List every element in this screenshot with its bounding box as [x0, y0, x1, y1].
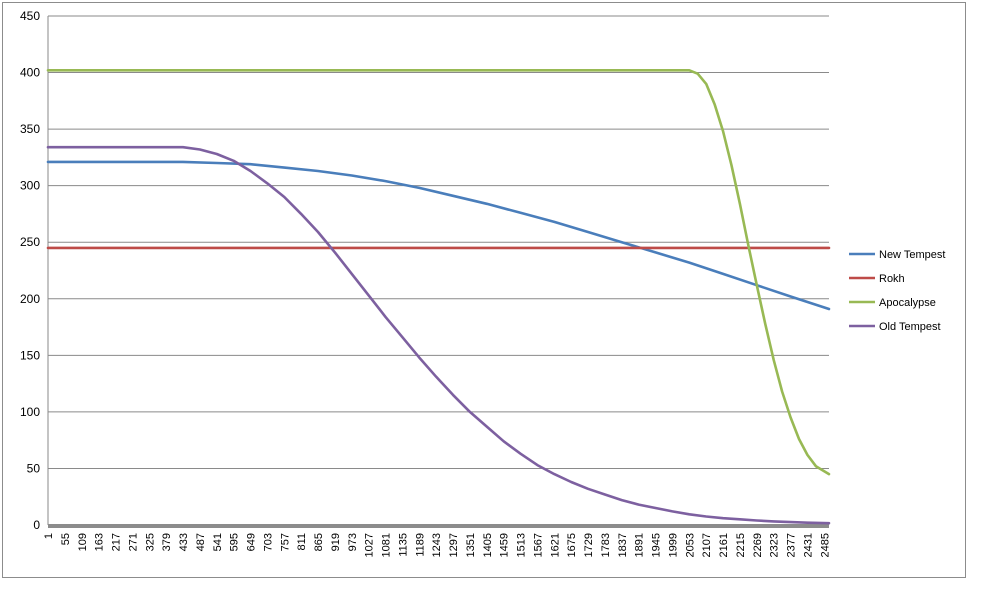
- x-tick-label-217: 217: [111, 533, 123, 551]
- y-tick-label-450: 450: [20, 9, 40, 23]
- x-tick-label-487: 487: [195, 533, 207, 551]
- x-tick-label-1675: 1675: [566, 533, 578, 557]
- x-tick-label-1297: 1297: [448, 533, 460, 557]
- y-tick-label-350: 350: [20, 122, 40, 136]
- y-tick-label-150: 150: [20, 348, 40, 362]
- x-tick-label-1945: 1945: [651, 533, 663, 557]
- y-tick-label-200: 200: [20, 292, 40, 306]
- x-tick-label-163: 163: [94, 533, 106, 551]
- x-tick-label-703: 703: [262, 533, 274, 551]
- x-tick-label-2485: 2485: [819, 533, 831, 557]
- series-line-apocalypse: [46, 69, 831, 476]
- x-axis-band: [48, 524, 829, 528]
- x-tick-label-2215: 2215: [735, 533, 747, 557]
- x-tick-label-2431: 2431: [802, 533, 814, 557]
- x-tick-label-2053: 2053: [684, 533, 696, 557]
- x-tick-label-1999: 1999: [667, 533, 679, 557]
- x-tick-label-595: 595: [229, 533, 241, 551]
- x-tick-label-1351: 1351: [465, 533, 477, 557]
- x-tick-label-2269: 2269: [752, 533, 764, 557]
- x-tick-label-1621: 1621: [549, 533, 561, 557]
- x-tick-label-811: 811: [296, 533, 308, 551]
- x-tick-label-433: 433: [178, 533, 190, 551]
- y-tick-label-50: 50: [27, 461, 41, 475]
- x-tick-label-541: 541: [212, 533, 224, 551]
- x-tick-label-1459: 1459: [499, 533, 511, 557]
- x-tick-label-1081: 1081: [381, 533, 393, 557]
- x-tick-label-757: 757: [279, 533, 291, 551]
- x-tick-label-1135: 1135: [397, 533, 409, 557]
- series-line-new-tempest: [46, 160, 831, 311]
- x-tick-label-1189: 1189: [414, 533, 426, 557]
- x-tick-label-1027: 1027: [364, 533, 376, 557]
- series-line-old-tempest: [46, 145, 831, 525]
- x-tick-label-1243: 1243: [431, 533, 443, 557]
- y-tick-label-250: 250: [20, 235, 40, 249]
- x-tick-label-919: 919: [330, 533, 342, 551]
- y-tick-label-0: 0: [33, 518, 40, 532]
- x-tick-label-1783: 1783: [600, 533, 612, 557]
- x-tick-label-2161: 2161: [718, 533, 730, 557]
- x-tick-label-1891: 1891: [634, 533, 646, 557]
- chart-frame: 0 50 100 150 200 250 300 350 400 450 1 55 109 163 217 2…: [2, 2, 966, 578]
- legend-label-apocalypse: Apocalypse: [879, 297, 936, 309]
- y-tick-label-400: 400: [20, 66, 40, 80]
- x-tick-label-379: 379: [161, 533, 173, 551]
- line-chart: 0 50 100 150 200 250 300 350 400 450 1 55 109 163 217 2…: [20, 9, 945, 557]
- x-tick-label-1513: 1513: [516, 533, 528, 557]
- x-tick-label-2323: 2323: [769, 533, 781, 557]
- legend-label-new-tempest: New Tempest: [879, 249, 945, 261]
- legend-label-rokh: Rokh: [879, 273, 905, 285]
- x-tick-label-2107: 2107: [701, 533, 713, 557]
- x-tick-label-649: 649: [246, 533, 258, 551]
- x-tick-label-865: 865: [313, 533, 325, 551]
- y-tick-label-300: 300: [20, 179, 40, 193]
- legend-label-old-tempest: Old Tempest: [879, 321, 941, 333]
- x-tick-label-1567: 1567: [532, 533, 544, 557]
- x-tick-label-1: 1: [43, 533, 55, 539]
- x-tick-label-1837: 1837: [617, 533, 629, 557]
- x-tick-label-973: 973: [347, 533, 359, 551]
- x-tick-label-271: 271: [127, 533, 139, 551]
- x-tick-label-109: 109: [77, 533, 89, 551]
- y-tick-label-100: 100: [20, 405, 40, 419]
- x-tick-label-1729: 1729: [583, 533, 595, 557]
- x-tick-label-55: 55: [60, 533, 72, 545]
- x-tick-label-325: 325: [144, 533, 156, 551]
- x-tick-label-2377: 2377: [786, 533, 798, 557]
- x-tick-label-1405: 1405: [482, 533, 494, 557]
